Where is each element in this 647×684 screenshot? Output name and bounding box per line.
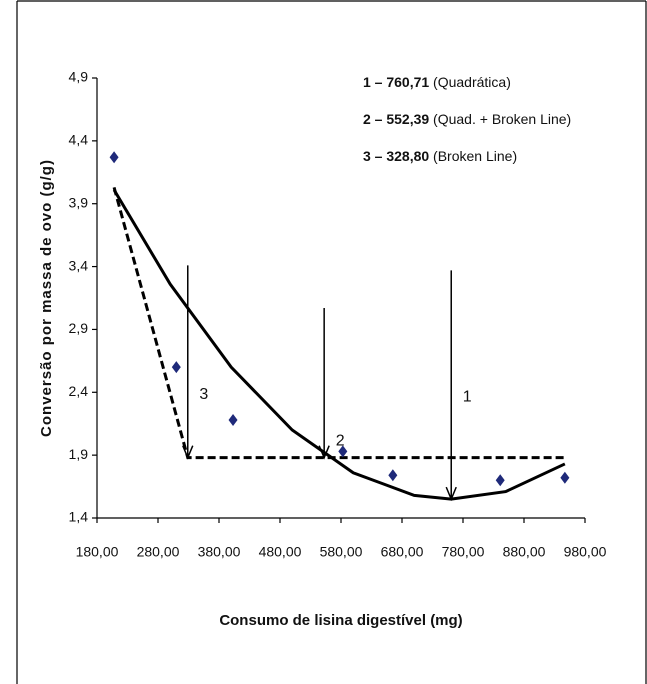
annotation-text: (Quad. + Broken Line) [429, 111, 571, 127]
y-axis-label: Conversão por massa de ovo (g/g) [38, 159, 55, 437]
y-tick-label: 2,9 [69, 320, 89, 336]
data-point [338, 445, 348, 458]
fit-curve [112, 186, 565, 460]
annotation-value: 2 – 552,39 [363, 111, 429, 127]
x-tick-label: 380,00 [198, 544, 241, 560]
data-point [109, 151, 119, 164]
x-tick-label: 480,00 [259, 544, 302, 560]
annotation-value: 1 – 760,71 [363, 74, 429, 90]
x-tick-label: 880,00 [503, 544, 546, 560]
annotation: 1 – 760,71 (Quadrática) [363, 74, 511, 90]
data-point [171, 361, 181, 374]
arrow-head [445, 486, 457, 502]
arrow-label: 1 [463, 388, 472, 405]
x-tick-label: 580,00 [320, 544, 363, 560]
annotation-text: (Broken Line) [429, 148, 517, 164]
data-point [495, 474, 505, 487]
data-point [228, 413, 238, 426]
y-tick-label: 3,4 [69, 257, 89, 273]
annotation: 3 – 328,80 (Broken Line) [363, 148, 517, 164]
arrow-head [182, 445, 194, 460]
x-tick-label: 980,00 [564, 544, 607, 560]
x-tick-label: 280,00 [137, 544, 180, 560]
x-axis-label: Consumo de lisina digestível (mg) [219, 612, 462, 629]
fit-curve [112, 189, 566, 501]
y-tick-label: 3,9 [69, 194, 89, 210]
y-tick-label: 1,9 [69, 446, 89, 462]
arrow-head [318, 445, 330, 460]
x-tick-label: 180,00 [76, 544, 119, 560]
y-tick-label: 4,9 [69, 69, 89, 85]
arrow-label: 3 [199, 386, 208, 403]
arrow-label: 2 [336, 432, 345, 449]
x-tick-label: 780,00 [442, 544, 485, 560]
annotation: 2 – 552,39 (Quad. + Broken Line) [363, 111, 571, 127]
y-tick-label: 2,4 [69, 383, 89, 399]
annotation-value: 3 – 328,80 [363, 148, 429, 164]
y-tick-label: 4,4 [69, 132, 89, 148]
y-tick-label: 1,4 [69, 509, 89, 525]
data-point [560, 471, 570, 484]
data-point [388, 469, 398, 482]
annotation-text: (Quadrática) [429, 74, 511, 90]
x-tick-label: 680,00 [381, 544, 424, 560]
